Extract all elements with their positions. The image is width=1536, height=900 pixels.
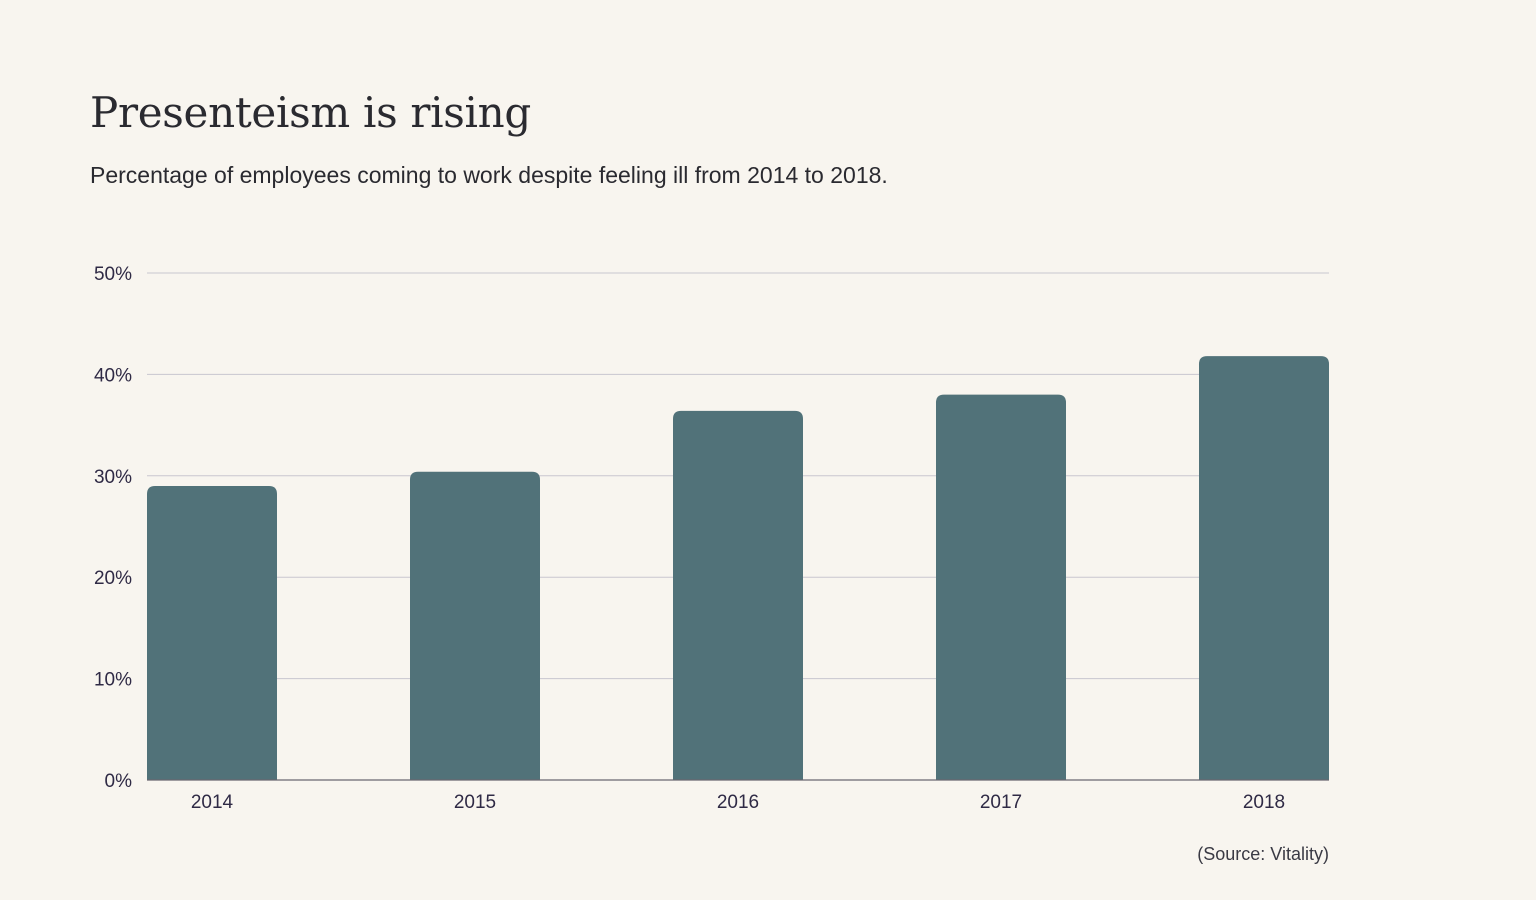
x-tick-label: 2014 (191, 792, 234, 813)
source-note: (Source: Vitality) (1197, 844, 1329, 864)
x-tick-label: 2018 (1243, 792, 1285, 813)
x-tick-label: 2016 (717, 792, 759, 813)
y-tick-label: 50% (94, 264, 132, 285)
x-tick-label: 2017 (980, 792, 1022, 813)
bar-2016 (673, 410, 803, 780)
x-axis-ticks: 2014 2015 2016 2017 2018 (191, 792, 1285, 813)
y-tick-label: 30% (94, 467, 132, 488)
y-axis-ticks: 0% 10% 20% 30% 40% 50% (94, 264, 132, 792)
chart-subtitle: Percentage of employees coming to work d… (90, 162, 888, 188)
x-tick-label: 2015 (454, 792, 496, 813)
y-tick-label: 10% (94, 670, 132, 691)
y-tick-label: 40% (94, 365, 132, 386)
y-tick-label: 20% (94, 568, 132, 589)
bar-2018 (1199, 356, 1329, 780)
bars (147, 356, 1329, 780)
bar-2017 (936, 394, 1066, 780)
y-tick-label: 0% (105, 771, 133, 792)
bar-2014 (147, 485, 277, 780)
bar-2015 (410, 471, 540, 780)
chart-title: Presenteism is rising (90, 88, 532, 137)
